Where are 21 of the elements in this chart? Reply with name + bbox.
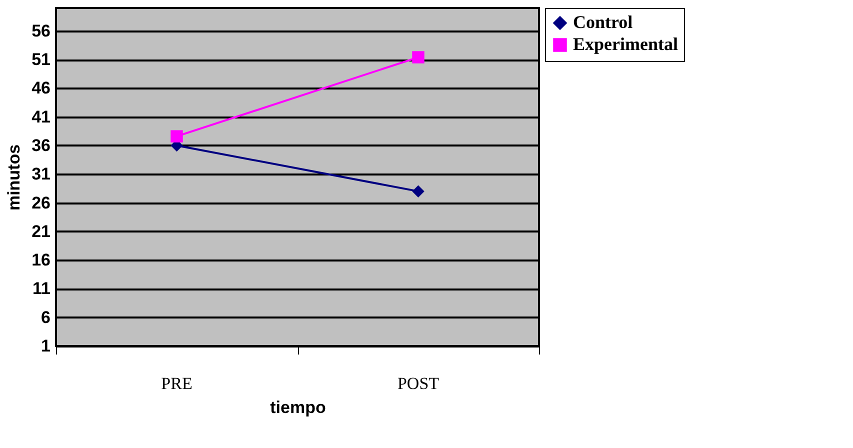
point	[412, 185, 424, 198]
y-tick-label: 51	[32, 50, 50, 70]
y-tick-label: 41	[32, 107, 50, 126]
x-tick-label: PRE	[161, 374, 192, 393]
y-tick-label: 26	[32, 193, 50, 212]
x-tick-label: POST	[397, 374, 440, 393]
y-axis-title: minutos	[4, 144, 24, 211]
y-tick-label: 36	[32, 136, 50, 155]
point	[412, 51, 424, 64]
y-tick-label: 11	[32, 279, 50, 298]
x-axis-title: tiempo	[270, 398, 326, 417]
y-tick-label: 21	[32, 222, 50, 241]
point	[170, 130, 183, 142]
y-tick-label: 1	[41, 336, 50, 356]
legend-label: Control	[573, 12, 633, 32]
y-tick-label: 46	[32, 78, 50, 98]
y-tick-label: 16	[32, 250, 50, 270]
y-tick-label: 31	[32, 164, 50, 184]
y-tick-label: 6	[41, 308, 50, 327]
legend-label: Experimental	[573, 34, 678, 54]
y-tick-label: 56	[32, 21, 50, 40]
